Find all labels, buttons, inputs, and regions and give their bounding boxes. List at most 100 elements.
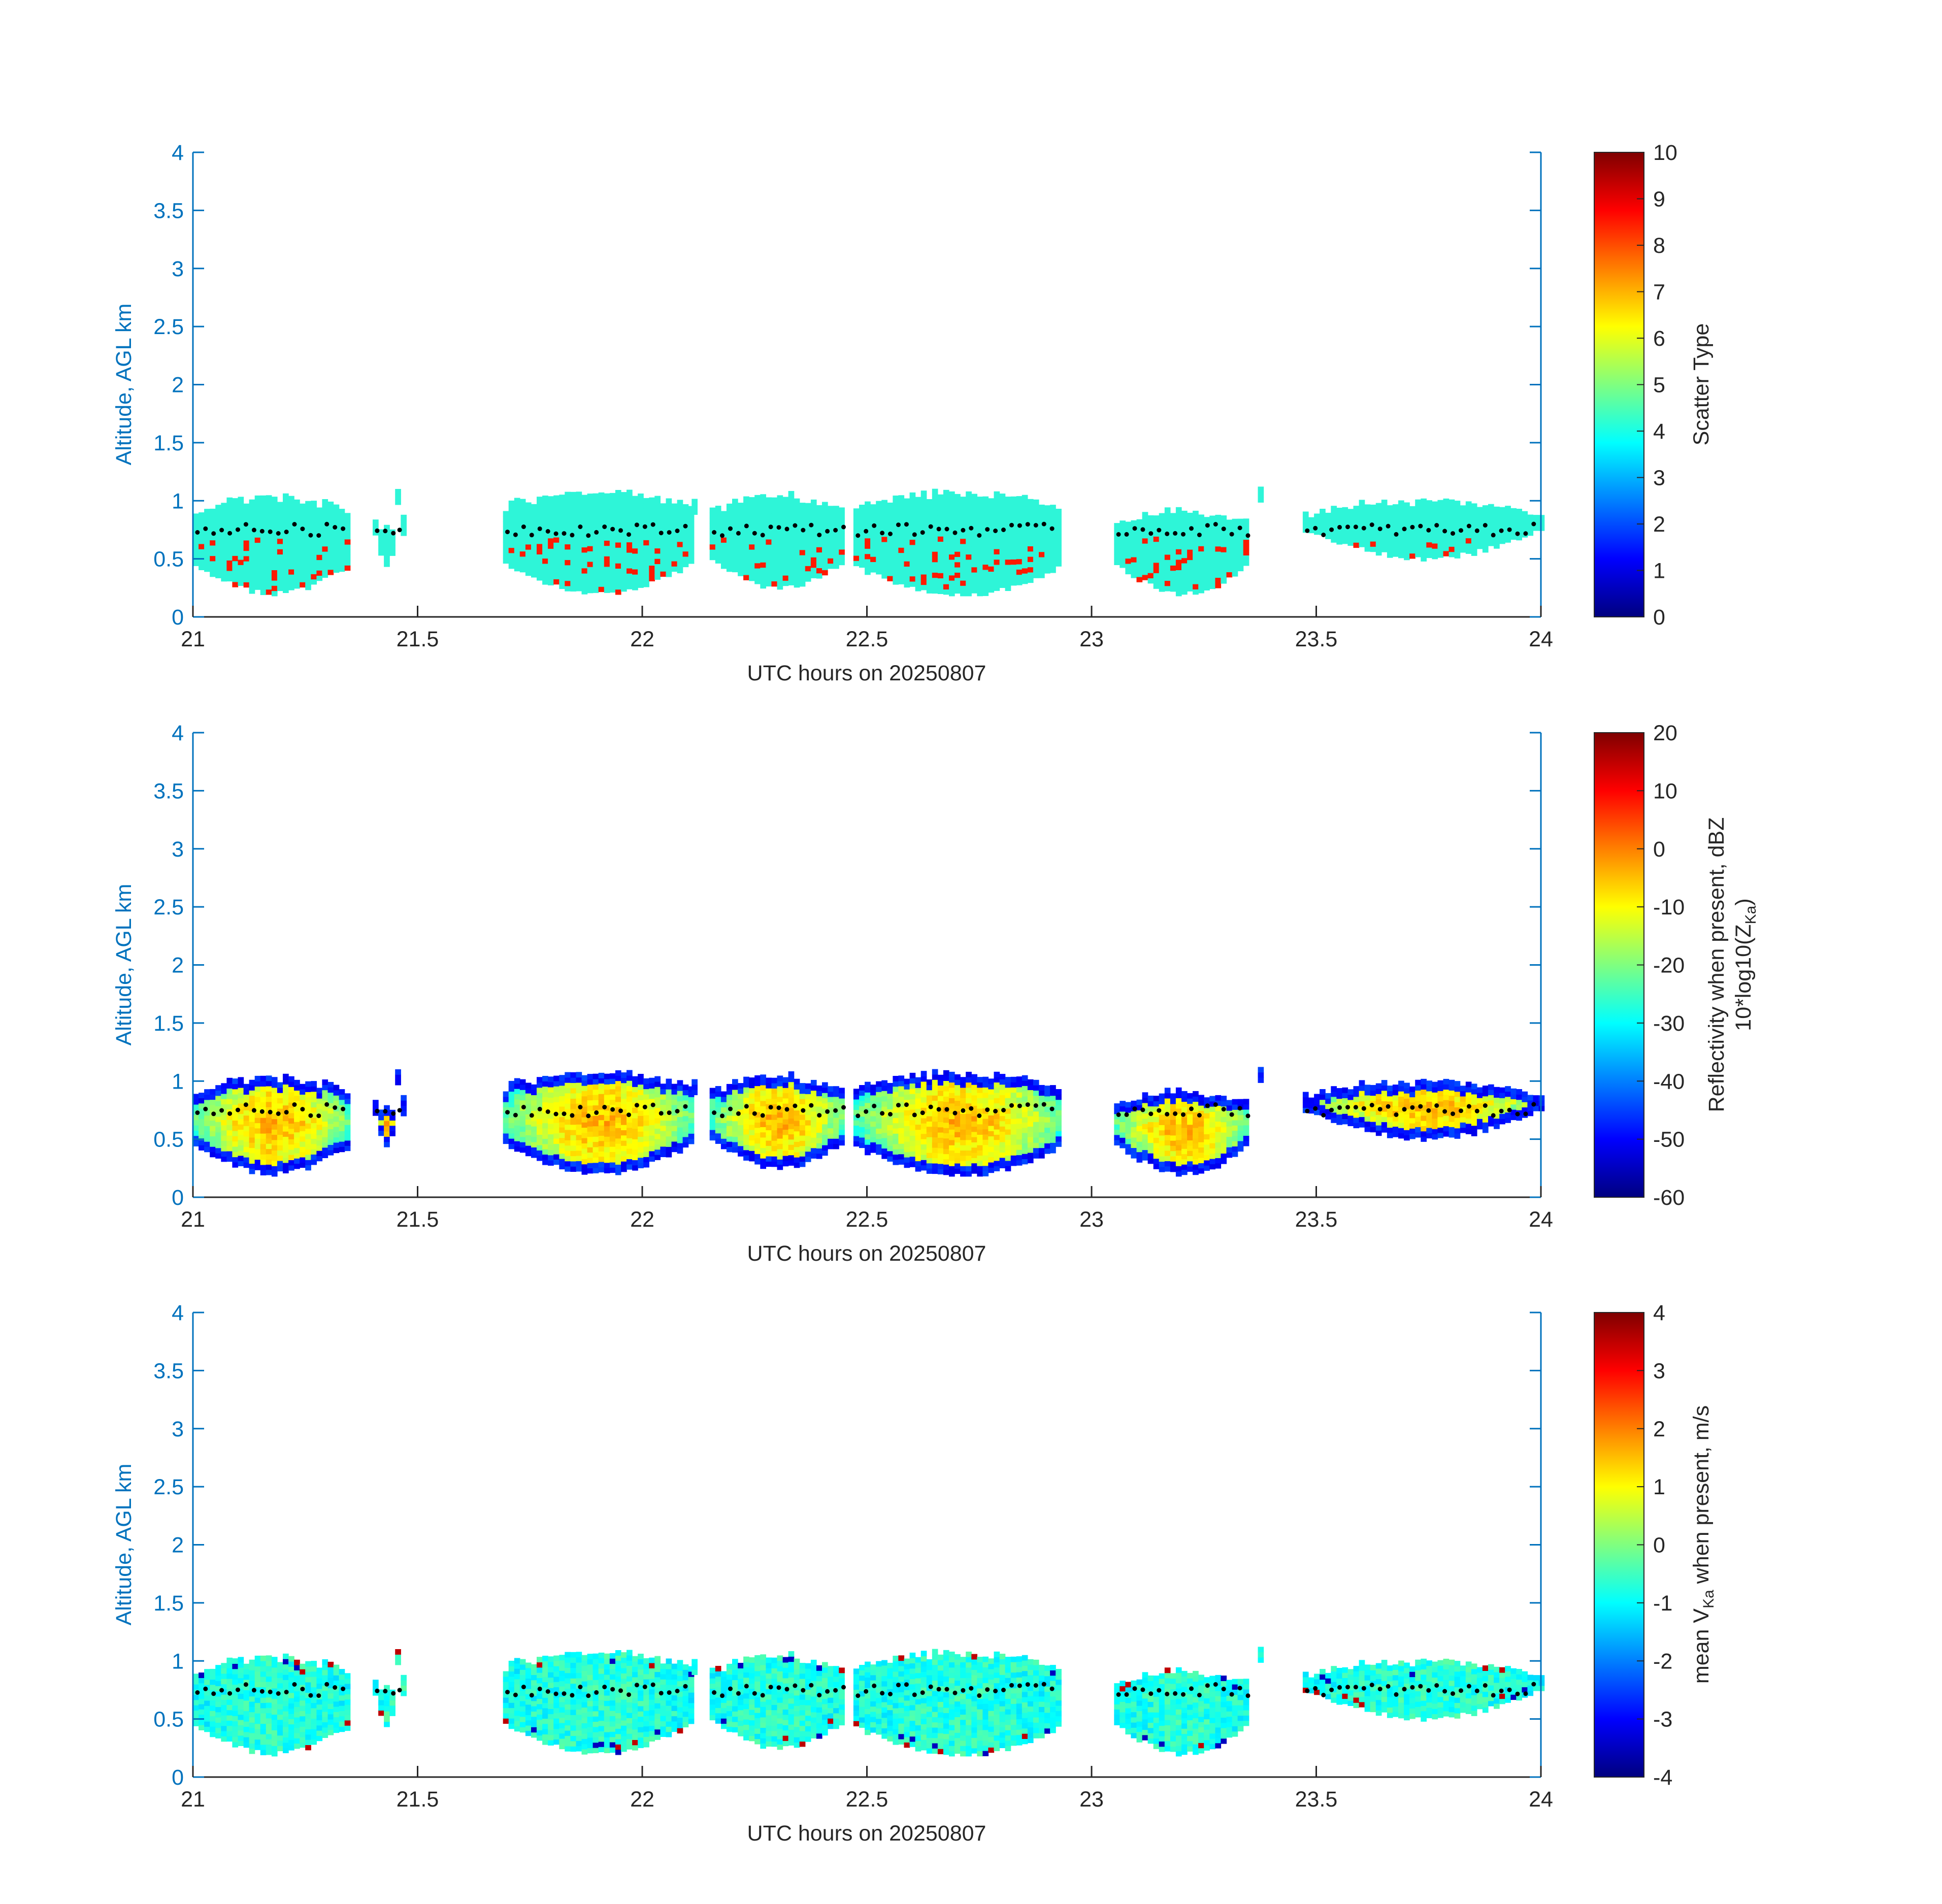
heatmap-cell [548, 580, 554, 585]
heatmap-cell [593, 1146, 599, 1153]
heatmap-cell [904, 582, 910, 588]
heatmap-cell [1125, 1149, 1132, 1155]
heatmap-cell [1359, 520, 1365, 527]
heatmap-cell [1482, 542, 1489, 548]
heatmap-cell [553, 495, 559, 501]
heatmap-cell [1125, 558, 1132, 564]
heatmap-cell [1454, 547, 1461, 553]
heatmap-cell [709, 1119, 716, 1125]
heatmap-cell [1226, 572, 1233, 578]
heatmap-cell [994, 1077, 1000, 1082]
heatmap-cell [581, 521, 588, 527]
heatmap-cell [243, 1084, 250, 1090]
heatmap-cell [548, 501, 554, 507]
x-tick-label: 21.5 [397, 627, 439, 651]
heatmap-cell [1226, 530, 1233, 536]
heatmap-cell [199, 1103, 205, 1109]
heatmap-cell [260, 1075, 267, 1081]
heatmap-cell [666, 1105, 672, 1110]
heatmap-cell [1159, 549, 1165, 555]
heatmap-cell [1449, 541, 1455, 547]
heatmap-cell [1005, 1092, 1011, 1098]
heatmap-cell [576, 1134, 582, 1140]
heatmap-cell [726, 1115, 733, 1121]
cloud-base-marker [570, 533, 575, 538]
heatmap-cell [638, 504, 644, 510]
heatmap-cell [1460, 526, 1466, 532]
heatmap-cell [632, 1076, 638, 1082]
heatmap-cell [971, 525, 977, 531]
heatmap-cell [760, 556, 766, 563]
heatmap-cell [593, 1131, 599, 1137]
heatmap-cell [254, 516, 261, 522]
heatmap-cell [839, 549, 845, 555]
heatmap-cell [1159, 539, 1165, 545]
heatmap-cell [1131, 536, 1137, 542]
heatmap-cell [677, 1101, 683, 1107]
heatmap-cell [249, 1122, 255, 1127]
heatmap-cell [542, 547, 548, 553]
heatmap-cell [1449, 505, 1455, 510]
heatmap-cell [277, 543, 283, 549]
heatmap-cell [322, 1085, 328, 1091]
heatmap-cell [760, 499, 766, 505]
heatmap-cell [294, 531, 300, 537]
heatmap-cell [542, 558, 548, 564]
heatmap-cell [401, 525, 407, 531]
heatmap-cell [1153, 515, 1160, 521]
cloud-base-marker [760, 533, 765, 538]
heatmap-cell [288, 501, 294, 507]
heatmap-cell [1010, 564, 1017, 570]
heatmap-cell [920, 506, 927, 512]
heatmap-cell [859, 1090, 865, 1096]
heatmap-cell [1050, 562, 1056, 568]
heatmap-cell [525, 1103, 532, 1109]
heatmap-cell [238, 1150, 244, 1156]
heatmap-cell [822, 1103, 828, 1109]
heatmap-cell [738, 1088, 744, 1094]
heatmap-cell [971, 1153, 977, 1158]
heatmap-cell [682, 562, 689, 568]
heatmap-cell [1056, 535, 1062, 541]
heatmap-cell [977, 517, 983, 523]
heatmap-cell [1342, 517, 1348, 523]
heatmap-cell [799, 555, 806, 561]
heatmap-cell [260, 558, 267, 564]
heatmap-cell [999, 519, 1006, 526]
heatmap-cell [333, 531, 340, 536]
heatmap-cell [926, 509, 933, 515]
heatmap-cell [395, 1074, 401, 1080]
heatmap-cell [542, 1081, 548, 1087]
heatmap-cell [932, 1126, 938, 1132]
heatmap-cell [1131, 1122, 1137, 1127]
heatmap-cell [1320, 509, 1326, 514]
heatmap-cell [954, 577, 961, 583]
heatmap-cell [1415, 499, 1421, 505]
heatmap-cell [977, 1160, 983, 1166]
heatmap-cell [977, 497, 983, 502]
heatmap-cell [771, 539, 778, 545]
heatmap-cell [1142, 512, 1148, 518]
heatmap-cell [1527, 525, 1534, 531]
heatmap-cell [1232, 529, 1238, 535]
heatmap-cell [294, 1111, 300, 1117]
heatmap-cell [1482, 547, 1489, 553]
heatmap-cell [1175, 554, 1182, 560]
heatmap-cell [915, 549, 921, 555]
heatmap-cell [570, 518, 577, 524]
heatmap-cell [643, 529, 649, 535]
heatmap-cell [870, 551, 876, 557]
heatmap-cell [581, 1127, 588, 1133]
heatmap-cell [1039, 1127, 1045, 1133]
heatmap-cell [621, 523, 627, 529]
heatmap-cell [898, 547, 905, 553]
cloud-base-marker [667, 530, 672, 535]
heatmap-cell [966, 528, 972, 534]
heatmap-cell [283, 556, 289, 562]
heatmap-cell [682, 546, 689, 552]
heatmap-cell [1243, 555, 1249, 561]
heatmap-cell [677, 1117, 683, 1123]
heatmap-cell [327, 538, 334, 544]
heatmap-cell [1170, 1109, 1176, 1115]
heatmap-cell [1421, 519, 1427, 525]
